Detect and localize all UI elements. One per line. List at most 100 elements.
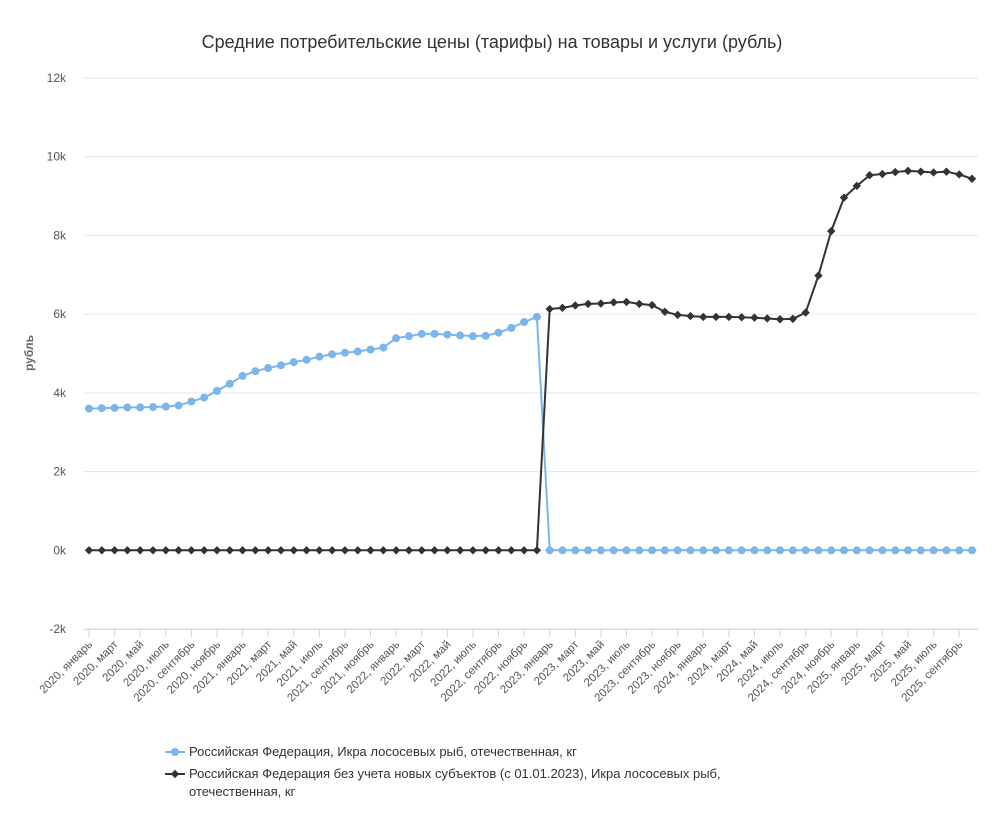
data-point[interactable] [135, 546, 145, 555]
data-point[interactable] [967, 174, 977, 183]
data-point[interactable] [289, 358, 298, 367]
data-point[interactable] [404, 546, 414, 555]
data-point[interactable] [136, 403, 145, 412]
data-point[interactable] [558, 546, 567, 555]
data-point[interactable] [865, 546, 874, 555]
data-point[interactable] [85, 404, 93, 413]
legend[interactable]: Российская Федерация, Икра лососевых рыб… [165, 744, 721, 799]
data-point[interactable] [891, 546, 900, 555]
legend-item-2[interactable]: Российская Федерация без учета новых суб… [165, 766, 721, 799]
data-point[interactable] [750, 313, 759, 322]
data-point[interactable] [97, 546, 106, 555]
data-point[interactable] [583, 299, 593, 309]
data-point[interactable] [417, 546, 426, 555]
data-point[interactable] [148, 546, 158, 555]
data-point[interactable] [571, 546, 580, 555]
data-point[interactable] [596, 299, 606, 308]
data-point[interactable] [865, 171, 874, 180]
data-point[interactable] [340, 546, 350, 555]
data-point[interactable] [903, 166, 913, 176]
data-point[interactable] [481, 331, 490, 340]
data-point[interactable] [763, 314, 772, 323]
data-point[interactable] [801, 308, 810, 317]
data-point[interactable] [827, 226, 836, 236]
data-point[interactable] [942, 167, 951, 176]
data-point[interactable] [904, 546, 913, 555]
data-point[interactable] [724, 312, 734, 322]
data-point[interactable] [622, 297, 631, 307]
data-point[interactable] [212, 386, 221, 395]
data-point[interactable] [315, 352, 324, 361]
data-point[interactable] [468, 546, 478, 555]
data-point[interactable] [660, 546, 669, 555]
data-point[interactable] [942, 546, 951, 555]
data-point[interactable] [891, 167, 900, 177]
data-point[interactable] [532, 546, 542, 555]
data-point[interactable] [711, 312, 721, 322]
data-point[interactable] [315, 546, 324, 555]
data-point[interactable] [327, 546, 337, 555]
data-point[interactable] [520, 318, 529, 327]
data-point[interactable] [379, 343, 388, 352]
data-point[interactable] [776, 546, 785, 555]
data-point[interactable] [724, 546, 733, 555]
data-point[interactable] [532, 312, 541, 321]
data-point[interactable] [673, 310, 682, 320]
data-point[interactable] [379, 546, 388, 555]
data-point[interactable] [609, 546, 618, 555]
data-point[interactable] [878, 169, 887, 179]
data-point[interactable] [916, 546, 925, 555]
data-point[interactable] [264, 364, 273, 373]
data-point[interactable] [456, 331, 465, 340]
data-point[interactable] [302, 355, 311, 364]
data-point[interactable] [801, 546, 810, 555]
data-point[interactable] [775, 315, 785, 324]
data-point[interactable] [929, 168, 938, 177]
data-point[interactable] [84, 546, 94, 555]
data-point[interactable] [161, 546, 170, 555]
data-point[interactable] [737, 546, 746, 555]
data-point[interactable] [699, 546, 708, 555]
data-point[interactable] [430, 329, 439, 338]
data-point[interactable] [353, 546, 362, 555]
data-point[interactable] [827, 546, 836, 555]
data-point[interactable] [519, 546, 529, 555]
data-point[interactable] [814, 546, 823, 555]
data-point[interactable] [392, 334, 401, 343]
data-point[interactable] [366, 546, 375, 555]
data-point[interactable] [430, 546, 439, 555]
data-point[interactable] [558, 303, 567, 313]
data-point[interactable] [929, 546, 938, 555]
data-point[interactable] [366, 345, 375, 354]
data-point[interactable] [673, 546, 682, 555]
data-point[interactable] [404, 332, 413, 341]
data-point[interactable] [571, 301, 580, 310]
data-point[interactable] [174, 401, 183, 410]
data-point[interactable] [507, 546, 516, 555]
data-point[interactable] [391, 546, 401, 555]
data-point[interactable] [443, 330, 452, 339]
data-point[interactable] [968, 546, 976, 555]
data-point[interactable] [238, 546, 247, 555]
data-point[interactable] [123, 546, 132, 555]
data-point[interactable] [878, 546, 887, 555]
data-point[interactable] [455, 546, 465, 555]
data-point[interactable] [276, 361, 285, 370]
data-point[interactable] [545, 304, 554, 314]
data-point[interactable] [212, 546, 222, 555]
data-point[interactable] [647, 300, 657, 310]
data-point[interactable] [507, 323, 516, 332]
data-point[interactable] [251, 546, 260, 555]
data-point[interactable] [699, 312, 708, 322]
data-point[interactable] [340, 348, 349, 357]
data-point[interactable] [852, 181, 862, 191]
data-point[interactable] [955, 546, 964, 555]
data-point[interactable] [302, 546, 311, 555]
data-point[interactable] [916, 167, 926, 176]
data-point[interactable] [596, 546, 605, 555]
data-point[interactable] [840, 546, 849, 555]
data-point[interactable] [635, 299, 644, 309]
data-point[interactable] [788, 546, 797, 555]
data-point[interactable] [276, 546, 286, 555]
data-point[interactable] [750, 546, 759, 555]
